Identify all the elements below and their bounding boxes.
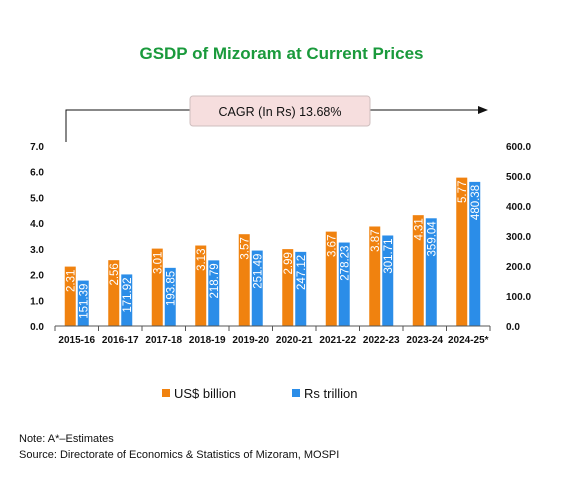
bar-rs-label: 218.79 bbox=[209, 263, 221, 298]
bar-rs bbox=[338, 242, 350, 326]
note-text: Note: A*–Estimates bbox=[19, 433, 114, 445]
left-tick-label: 1.0 bbox=[30, 296, 44, 307]
bar-usd-label: 4.31 bbox=[413, 218, 425, 240]
bar-usd bbox=[108, 260, 120, 326]
bar-rs bbox=[251, 250, 263, 326]
left-tick-label: 3.0 bbox=[30, 245, 44, 256]
bar-usd bbox=[151, 248, 163, 326]
bar-rs-label: 151.39 bbox=[78, 284, 90, 319]
bar-usd-label: 3.87 bbox=[370, 229, 382, 251]
x-tick-label: 2019-20 bbox=[232, 335, 269, 346]
x-tick-label: 2020-21 bbox=[276, 335, 313, 346]
x-tick-label: 2018-19 bbox=[189, 335, 226, 346]
left-tick-label: 4.0 bbox=[30, 219, 44, 230]
bar-usd-label: 2.99 bbox=[283, 252, 295, 274]
left-tick-label: 0.0 bbox=[30, 322, 44, 333]
cagr-annotation: CAGR (In Rs) 13.68% bbox=[65, 95, 488, 142]
x-tick-label: 2016-17 bbox=[102, 335, 139, 346]
bar-rs-label: 171.92 bbox=[122, 277, 134, 312]
right-tick-label: 0.0 bbox=[506, 322, 520, 333]
bar-usd bbox=[238, 234, 250, 326]
left-tick-label: 6.0 bbox=[30, 168, 44, 179]
bar-usd-label: 3.57 bbox=[239, 237, 251, 259]
legend-swatch bbox=[162, 389, 170, 397]
bar-rs bbox=[295, 251, 307, 326]
right-tick-label: 100.0 bbox=[506, 292, 531, 303]
right-tick-label: 500.0 bbox=[506, 172, 531, 183]
bar-rs-label: 301.71 bbox=[383, 238, 395, 273]
bar-rs-label: 193.85 bbox=[165, 271, 177, 306]
source-text: Source: Directorate of Economics & Stati… bbox=[19, 449, 340, 461]
legend-label: US$ billion bbox=[174, 386, 236, 401]
right-tick-label: 200.0 bbox=[506, 262, 531, 273]
right-axis: 0.0 100.0 200.0 300.0 400.0 500.0 600.0 bbox=[506, 142, 531, 333]
bar-usd bbox=[369, 226, 381, 326]
left-tick-label: 7.0 bbox=[30, 142, 44, 153]
bar-usd bbox=[64, 266, 76, 326]
bar-usd bbox=[412, 215, 424, 326]
bar-rs-label: 278.23 bbox=[339, 246, 351, 281]
cagr-arrowhead-icon bbox=[478, 106, 488, 114]
bar-rs bbox=[382, 235, 394, 326]
right-tick-label: 300.0 bbox=[506, 232, 531, 243]
x-tick-label: 2024-25* bbox=[448, 335, 489, 346]
bar-usd-label: 3.67 bbox=[326, 235, 338, 257]
bar-rs-label: 480.38 bbox=[470, 185, 482, 220]
bar-rs bbox=[208, 260, 220, 326]
x-tick-label: 2021-22 bbox=[319, 335, 356, 346]
legend-swatch bbox=[292, 389, 300, 397]
bar-usd bbox=[195, 245, 207, 326]
bar-usd-label: 3.01 bbox=[152, 252, 164, 274]
legend-label: Rs trillion bbox=[304, 386, 357, 401]
x-tick-label: 2017-18 bbox=[145, 335, 182, 346]
x-tick-label: 2023-24 bbox=[406, 335, 443, 346]
right-tick-label: 400.0 bbox=[506, 202, 531, 213]
bar-usd-label: 2.31 bbox=[65, 270, 77, 292]
bar-rs bbox=[77, 280, 89, 326]
left-axis: 0.0 1.0 2.0 3.0 4.0 5.0 6.0 7.0 bbox=[30, 142, 44, 333]
bar-rs-label: 247.12 bbox=[296, 255, 308, 290]
cagr-box bbox=[189, 95, 371, 127]
bar-usd-label: 2.56 bbox=[109, 263, 121, 285]
left-tick-label: 5.0 bbox=[30, 193, 44, 204]
bar-usd-label: 5.77 bbox=[457, 181, 469, 203]
x-axis: 2015-16 2016-17 2017-18 2018-19 2019-20 2020-… bbox=[54, 325, 491, 346]
x-tick-label: 2022-23 bbox=[363, 335, 400, 346]
bar-usd bbox=[456, 177, 468, 326]
bar-usd bbox=[282, 249, 294, 326]
bar-usd-label: 3.13 bbox=[196, 249, 208, 271]
cagr-label: CAGR (In Rs) 13.68% bbox=[219, 105, 342, 119]
legend: US$ billion Rs trillion bbox=[162, 386, 357, 401]
chart-title: GSDP of Mizoram at Current Prices bbox=[139, 44, 424, 63]
bar-rs-label: 359.04 bbox=[426, 221, 438, 257]
bar-rs bbox=[425, 218, 437, 326]
bar-rs bbox=[121, 274, 133, 326]
bar-rs bbox=[469, 181, 481, 326]
bar-usd bbox=[325, 231, 337, 326]
x-tick-label: 2015-16 bbox=[58, 335, 95, 346]
bar-rs-label: 251.49 bbox=[252, 254, 264, 289]
left-tick-label: 2.0 bbox=[30, 271, 44, 282]
bar-rs bbox=[164, 267, 176, 326]
right-tick-label: 600.0 bbox=[506, 142, 531, 153]
